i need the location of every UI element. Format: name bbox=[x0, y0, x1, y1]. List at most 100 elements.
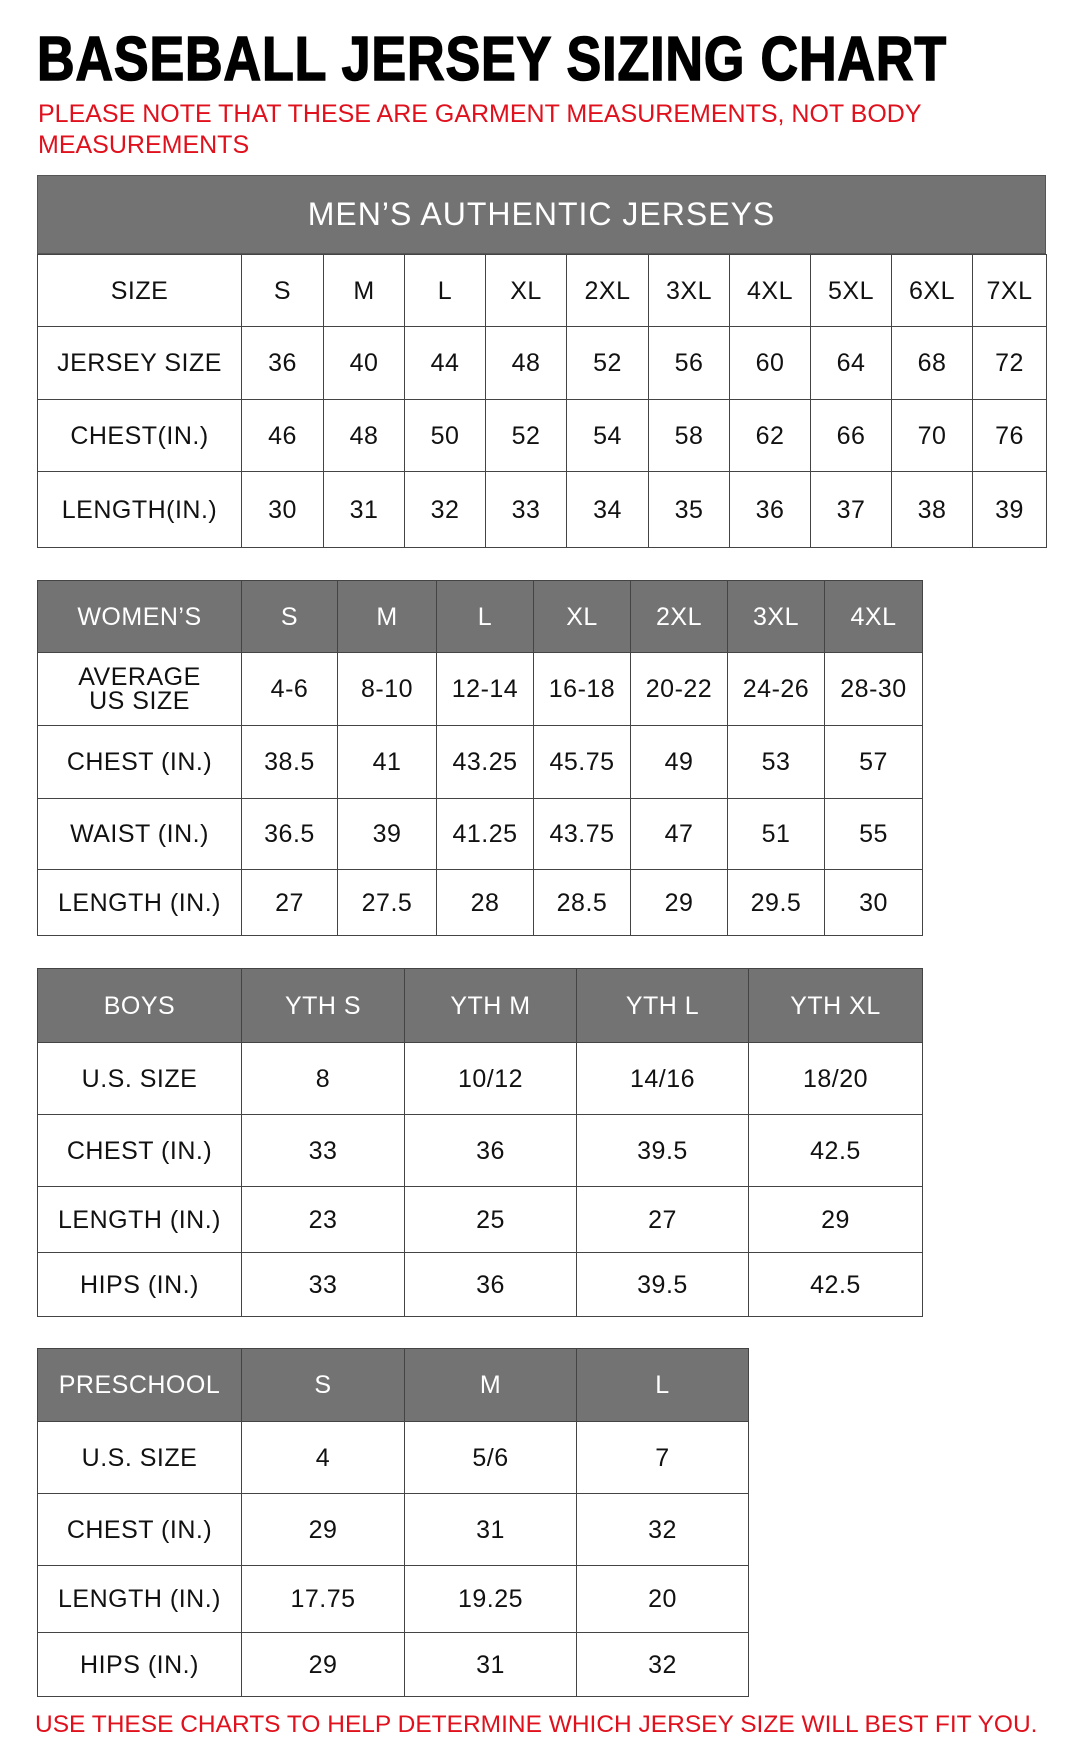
column-header: XL bbox=[533, 580, 631, 653]
table-cell: 43.75 bbox=[533, 798, 631, 870]
column-header: S bbox=[241, 254, 324, 327]
table-cell: 36 bbox=[404, 1114, 577, 1187]
column-header: S bbox=[241, 580, 338, 653]
table-cell: 54 bbox=[566, 399, 649, 472]
column-header: 4XL bbox=[729, 254, 811, 327]
row-label: HIPS (IN.) bbox=[37, 1252, 242, 1317]
table-cell: 4 bbox=[241, 1421, 405, 1494]
table-cell: 38 bbox=[891, 471, 973, 548]
table-cell: 66 bbox=[810, 399, 892, 472]
table-cell: 38.5 bbox=[241, 725, 338, 799]
table-cell: 32 bbox=[576, 1493, 749, 1566]
column-header: 7XL bbox=[972, 254, 1047, 327]
table-cell: 36 bbox=[729, 471, 811, 548]
row-label: CHEST (IN.) bbox=[37, 1493, 242, 1566]
table-cell: 37 bbox=[810, 471, 892, 548]
table-cell: 55 bbox=[824, 798, 923, 870]
column-header: M bbox=[404, 1348, 577, 1422]
table-cell: 4-6 bbox=[241, 652, 338, 726]
table-cell: 20 bbox=[576, 1565, 749, 1633]
table-cell: 28-30 bbox=[824, 652, 923, 726]
table-cell: 19.25 bbox=[404, 1565, 577, 1633]
table-cell: 14/16 bbox=[576, 1042, 749, 1115]
column-header: L bbox=[404, 254, 486, 327]
table-cell: 48 bbox=[323, 399, 405, 472]
table-cell: 5/6 bbox=[404, 1421, 577, 1494]
column-header: YTH XL bbox=[748, 968, 923, 1043]
row-label: U.S. SIZE bbox=[37, 1042, 242, 1115]
table-cell: 31 bbox=[404, 1493, 577, 1566]
table-cell: 29.5 bbox=[727, 869, 825, 936]
table-cell: 64 bbox=[810, 326, 892, 400]
column-header: 2XL bbox=[566, 254, 649, 327]
table-cell: 29 bbox=[748, 1186, 923, 1253]
table-cell: 29 bbox=[241, 1493, 405, 1566]
table-cell: 48 bbox=[485, 326, 567, 400]
table-cell: 45.75 bbox=[533, 725, 631, 799]
row-label: U.S. SIZE bbox=[37, 1421, 242, 1494]
table-cell: 8-10 bbox=[337, 652, 437, 726]
table-cell: 27 bbox=[241, 869, 338, 936]
table-cell: 36.5 bbox=[241, 798, 338, 870]
column-header: SIZE bbox=[37, 254, 242, 327]
table-cell: 40 bbox=[323, 326, 405, 400]
table-cell: 39 bbox=[972, 471, 1047, 548]
column-header: 3XL bbox=[727, 580, 825, 653]
table-cell: 33 bbox=[241, 1114, 405, 1187]
table-cell: 32 bbox=[404, 471, 486, 548]
table-cell: 58 bbox=[648, 399, 730, 472]
table-cell: 51 bbox=[727, 798, 825, 870]
table-cell: 12-14 bbox=[436, 652, 534, 726]
table-cell: 17.75 bbox=[241, 1565, 405, 1633]
table-cell: 42.5 bbox=[748, 1114, 923, 1187]
table-cell: 29 bbox=[241, 1632, 405, 1697]
column-header: PRESCHOOL bbox=[37, 1348, 242, 1422]
table-cell: 56 bbox=[648, 326, 730, 400]
row-label: JERSEY SIZE bbox=[37, 326, 242, 400]
column-header: M bbox=[323, 254, 405, 327]
table-cell: 70 bbox=[891, 399, 973, 472]
table-cell: 39 bbox=[337, 798, 437, 870]
table-cell: 16-18 bbox=[533, 652, 631, 726]
row-label: LENGTH(IN.) bbox=[37, 471, 242, 548]
table-cell: 25 bbox=[404, 1186, 577, 1253]
table-cell: 18/20 bbox=[748, 1042, 923, 1115]
column-header: 2XL bbox=[630, 580, 728, 653]
table-cell: 33 bbox=[241, 1252, 405, 1317]
column-header: 6XL bbox=[891, 254, 973, 327]
table-cell: 72 bbox=[972, 326, 1047, 400]
table-cell: 53 bbox=[727, 725, 825, 799]
table-cell: 27 bbox=[576, 1186, 749, 1253]
table-cell: 46 bbox=[241, 399, 324, 472]
table-cell: 47 bbox=[630, 798, 728, 870]
table-cell: 8 bbox=[241, 1042, 405, 1115]
column-header: L bbox=[436, 580, 534, 653]
table-cell: 34 bbox=[566, 471, 649, 548]
column-header: S bbox=[241, 1348, 405, 1422]
table-cell: 24-26 bbox=[727, 652, 825, 726]
table-cell: 43.25 bbox=[436, 725, 534, 799]
row-label: AVERAGE US SIZE bbox=[37, 652, 242, 726]
row-label: LENGTH (IN.) bbox=[37, 869, 242, 936]
table-cell: 30 bbox=[824, 869, 923, 936]
table-cell: 62 bbox=[729, 399, 811, 472]
row-label: CHEST (IN.) bbox=[37, 1114, 242, 1187]
table-cell: 28.5 bbox=[533, 869, 631, 936]
table-cell: 50 bbox=[404, 399, 486, 472]
garment-measurement-note: PLEASE NOTE THAT THESE ARE GARMENT MEASU… bbox=[38, 100, 922, 159]
table-cell: 36 bbox=[404, 1252, 577, 1317]
table-cell: 31 bbox=[404, 1632, 577, 1697]
footer-note: USE THESE CHARTS TO HELP DETERMINE WHICH… bbox=[35, 1711, 1038, 1738]
table-cell: 30 bbox=[241, 471, 324, 548]
table-cell: 52 bbox=[485, 399, 567, 472]
column-header: BOYS bbox=[37, 968, 242, 1043]
row-label: LENGTH (IN.) bbox=[37, 1565, 242, 1633]
table-cell: 31 bbox=[323, 471, 405, 548]
table-cell: 60 bbox=[729, 326, 811, 400]
table-cell: 39.5 bbox=[576, 1252, 749, 1317]
page-title: BASEBALL JERSEY SIZING CHART bbox=[36, 24, 947, 95]
table-cell: 7 bbox=[576, 1421, 749, 1494]
table-cell: 49 bbox=[630, 725, 728, 799]
table-cell: 42.5 bbox=[748, 1252, 923, 1317]
column-header: L bbox=[576, 1348, 749, 1422]
